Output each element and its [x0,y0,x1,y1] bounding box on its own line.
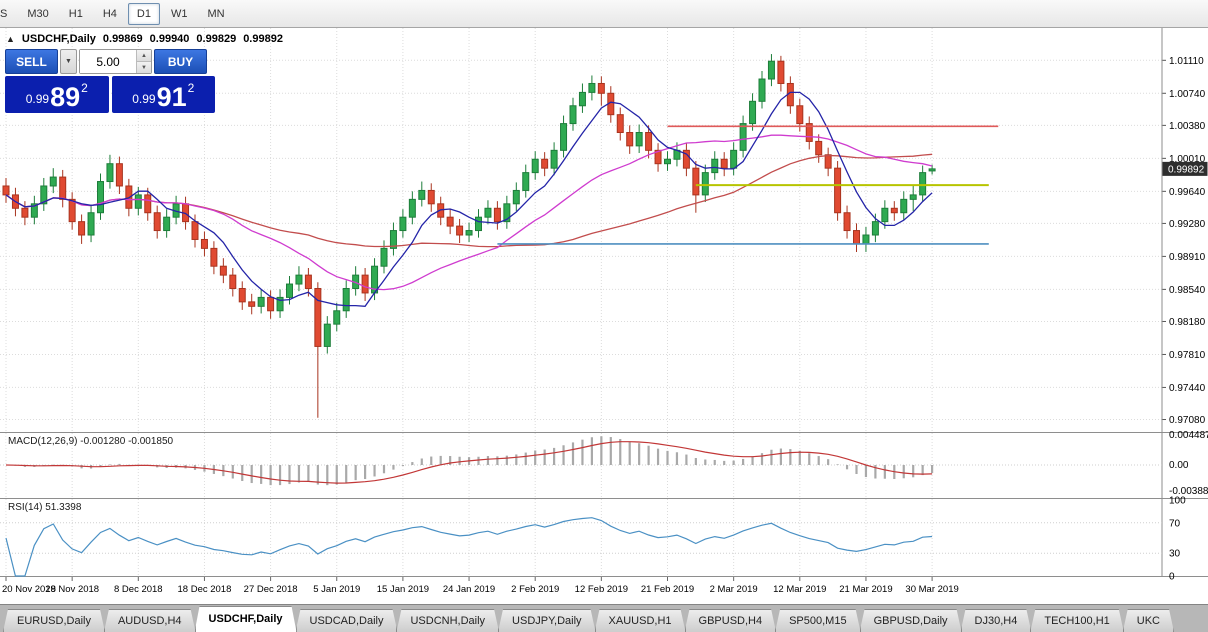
svg-text:15 Jan 2019: 15 Jan 2019 [377,584,429,595]
chart-tab-usdchf-daily[interactable]: USDCHF,Daily [195,606,297,632]
timeframe-button-h4[interactable]: H4 [102,7,117,20]
svg-text:30: 30 [1169,549,1181,560]
sell-price-display[interactable]: 0.99 89 2 [5,76,109,113]
svg-text:30 Mar 2019: 30 Mar 2019 [905,584,958,595]
svg-text:100: 100 [1169,496,1186,507]
svg-text:5 Jan 2019: 5 Jan 2019 [313,584,360,595]
timeframe-button-m30[interactable]: M30 [27,7,49,20]
sell-price-pips: 89 [50,82,81,112]
svg-text:21 Mar 2019: 21 Mar 2019 [839,584,892,595]
svg-text:1.00010: 1.00010 [1169,154,1206,165]
timeframe-button-w1[interactable]: W1 [170,7,188,20]
svg-text:8 Dec 2018: 8 Dec 2018 [114,584,163,595]
svg-text:-0.003883: -0.003883 [1169,486,1208,497]
svg-text:0.98910: 0.98910 [1169,252,1206,263]
chart-tab-eurusd-daily[interactable]: EURUSD,Daily [3,609,105,632]
svg-text:0.97080: 0.97080 [1169,415,1206,426]
timeframe-button-d1[interactable]: D1 [127,2,160,25]
chart-tab-gbpusd-daily[interactable]: GBPUSD,Daily [860,609,962,632]
one-click-trade-panel: SELL ▼ ▲ ▼ BUY 0.99 89 2 [5,49,215,113]
svg-text:21 Feb 2019: 21 Feb 2019 [641,584,694,595]
timeframe-button-mn[interactable]: MN [207,7,225,20]
buy-button[interactable]: BUY [154,49,207,74]
buy-price-display[interactable]: 0.99 91 2 [111,76,215,113]
svg-text:0.99892: 0.99892 [1168,164,1205,175]
svg-text:1.00380: 1.00380 [1169,121,1206,132]
volume-stepper: ▲ ▼ [136,50,151,73]
svg-text:0.00: 0.00 [1169,460,1189,471]
timeframe-button-s[interactable]: S [0,7,8,20]
chart-tab-sp500-m15[interactable]: SP500,M15 [775,609,860,632]
svg-text:0.98540: 0.98540 [1169,285,1206,296]
chart-tab-ukc[interactable]: UKC [1123,609,1174,632]
chart-tabs-bar: EURUSD,Daily AUDUSD,H4 USDCHF,Daily USDCAD,… [0,604,1208,632]
svg-text:0.97810: 0.97810 [1169,350,1206,361]
volume-decrease-button[interactable]: ▼ [137,62,151,73]
sell-price-point: 2 [81,81,88,95]
svg-text:29 Nov 2018: 29 Nov 2018 [45,584,99,595]
buy-price-base: 0.99 [132,92,156,106]
chart-tab-tech100-h1[interactable]: TECH100,H1 [1030,609,1123,632]
buy-price-point: 2 [187,81,195,95]
svg-text:0.98180: 0.98180 [1169,317,1206,328]
volume-field: ▲ ▼ [79,49,152,74]
chart-tab-usdcad-daily[interactable]: USDCAD,Daily [296,609,398,632]
chart-tab-usdjpy-daily[interactable]: USDJPY,Daily [498,609,596,632]
svg-text:0.99280: 0.99280 [1169,219,1206,230]
svg-text:0: 0 [1169,572,1175,583]
chart-tab-xauusd-h1[interactable]: XAUUSD,H1 [595,609,686,632]
chart-area: 1.01110 1.00740 1.00380 1.00010 0.99640 0.992… [0,28,1208,604]
svg-text:1.00740: 1.00740 [1169,89,1206,100]
price-chart-canvas[interactable]: 1.011101.007401.003801.000100.996400.992… [0,28,1208,604]
svg-text:0.004487: 0.004487 [1169,430,1208,441]
svg-text:0.97440: 0.97440 [1169,383,1206,394]
svg-text:2 Feb 2019: 2 Feb 2019 [511,584,559,595]
volume-increase-button[interactable]: ▲ [137,50,151,62]
sell-price-base: 0.99 [25,92,50,106]
svg-text:12 Feb 2019: 12 Feb 2019 [575,584,628,595]
volume-dropdown-button[interactable]: ▼ [60,49,77,74]
sell-button[interactable]: SELL [5,49,58,74]
svg-text:0.99640: 0.99640 [1169,187,1206,198]
svg-text:20 Nov 2018: 20 Nov 2018 [2,584,56,595]
svg-text:27 Dec 2018: 27 Dec 2018 [244,584,298,595]
svg-text:1.01110: 1.01110 [1169,56,1204,67]
chevron-down-icon: ▼ [65,58,72,65]
buy-price-pips: 91 [156,82,187,112]
svg-text:2 Mar 2019: 2 Mar 2019 [710,584,758,595]
svg-text:70: 70 [1169,518,1181,529]
timeframe-toolbar: S M30 H1 H4 D1 W1 MN [0,0,1208,28]
svg-text:24 Jan 2019: 24 Jan 2019 [443,584,495,595]
chart-tab-audusd-h4[interactable]: AUDUSD,H4 [104,609,196,632]
chart-tab-usdcnh-daily[interactable]: USDCNH,Daily [396,609,499,632]
volume-input[interactable] [80,50,136,73]
chart-tab-gbpusd-h4[interactable]: GBPUSD,H4 [685,609,777,632]
chart-tab-dj30-h4[interactable]: DJ30,H4 [961,609,1032,632]
svg-text:12 Mar 2019: 12 Mar 2019 [773,584,826,595]
svg-text:18 Dec 2018: 18 Dec 2018 [178,584,232,595]
timeframe-button-h1[interactable]: H1 [68,7,83,20]
